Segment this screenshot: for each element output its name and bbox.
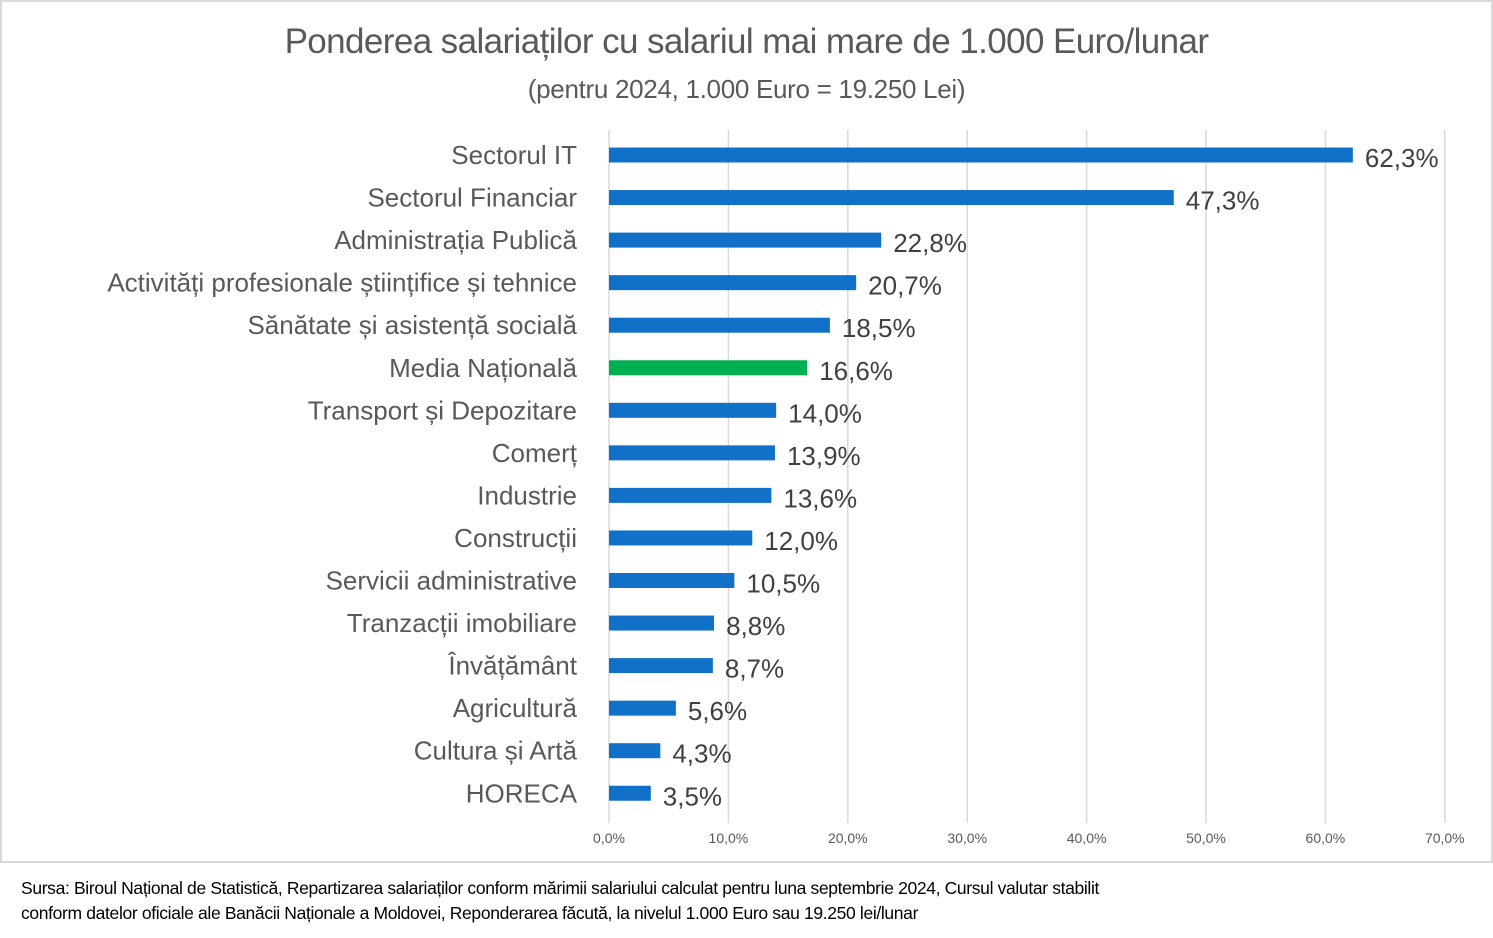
category-label: Construcții (454, 523, 577, 553)
chart-title: Ponderea salariaților cu salariul mai ma… (284, 22, 1209, 61)
source-line-1: Sursa: Biroul Național de Statistică, Re… (21, 878, 1100, 898)
data-label: 18,5% (842, 313, 916, 343)
data-label: 13,6% (783, 483, 857, 513)
x-tick-label: 40,0% (1067, 830, 1107, 846)
data-label: 5,6% (688, 696, 747, 726)
data-label: 8,8% (726, 611, 785, 641)
bar-chart: Sectorul IT Sectorul Financiar Administraț… (107, 130, 1465, 846)
category-label: Activități profesionale științifice și t… (107, 268, 577, 298)
source-note: Sursa: Biroul Național de Statistică, Re… (21, 876, 1481, 926)
x-tick-label: 70,0% (1425, 830, 1465, 846)
category-label: Transport și Depozitare (308, 395, 577, 425)
chart-subtitle: (pentru 2024, 1.000 Euro = 19.250 Lei) (527, 74, 966, 104)
bar (609, 700, 676, 716)
bars (609, 147, 1353, 801)
bar (609, 487, 772, 503)
category-label: Agricultură (453, 693, 578, 723)
bar (609, 445, 775, 461)
bar (609, 573, 735, 588)
category-labels: Sectorul IT Sectorul Financiar Administraț… (107, 140, 577, 808)
chart-frame (0, 0, 1493, 863)
bar (609, 275, 857, 291)
category-label: Tranzacții imobiliare (347, 608, 577, 638)
category-label: Sănătate și asistență socială (247, 310, 577, 340)
category-label: Media Națională (389, 353, 577, 383)
data-labels: 62,3% 47,3% 22,8% 20,7% 18,5% 16,6% 14,0% 13,9%… (663, 143, 1439, 811)
x-tick-label: 10,0% (709, 830, 749, 846)
bar (609, 317, 830, 333)
category-label: Comerț (492, 438, 578, 468)
data-label: 8,7% (725, 654, 784, 684)
data-label: 3,5% (663, 781, 722, 811)
category-label: Industrie (477, 480, 577, 510)
data-label: 20,7% (868, 271, 942, 301)
x-axis-ticks: 0,0% 10,0% 20,0% 30,0% 40,0% 50,0% 60,0% 70,0% (593, 830, 1465, 846)
x-tick-label: 60,0% (1306, 830, 1346, 846)
x-tick-label: 50,0% (1186, 830, 1226, 846)
bar (609, 743, 661, 759)
bar (609, 190, 1174, 206)
data-label: 12,0% (764, 526, 838, 556)
bar (609, 785, 651, 801)
data-label: 10,5% (746, 569, 820, 599)
x-tick-label: 30,0% (947, 830, 987, 846)
source-line-2: conform datelor oficiale ale Banăcii Naț… (21, 903, 919, 923)
bar (609, 360, 808, 376)
data-label: 4,3% (672, 739, 731, 769)
category-label: Administrația Publică (334, 225, 577, 255)
bar (609, 615, 715, 631)
bar (609, 530, 753, 546)
data-label: 62,3% (1365, 143, 1439, 173)
bar (609, 147, 1353, 163)
category-label: Cultura și Artă (414, 736, 578, 766)
data-label: 13,9% (787, 441, 861, 471)
category-label: Sectorul IT (451, 140, 577, 170)
data-label: 16,6% (819, 356, 893, 386)
bar (609, 402, 777, 418)
x-tick-label: 20,0% (828, 830, 868, 846)
category-label: Sectorul Financiar (367, 183, 577, 213)
bar (609, 232, 882, 248)
bar (609, 658, 713, 674)
category-label: Învățământ (447, 651, 577, 681)
category-label: Servicii administrative (326, 566, 577, 596)
data-label: 22,8% (893, 228, 967, 258)
x-tick-label: 0,0% (593, 830, 625, 846)
category-label: HORECA (466, 778, 578, 808)
data-label: 47,3% (1186, 186, 1260, 216)
data-label: 14,0% (788, 398, 862, 428)
